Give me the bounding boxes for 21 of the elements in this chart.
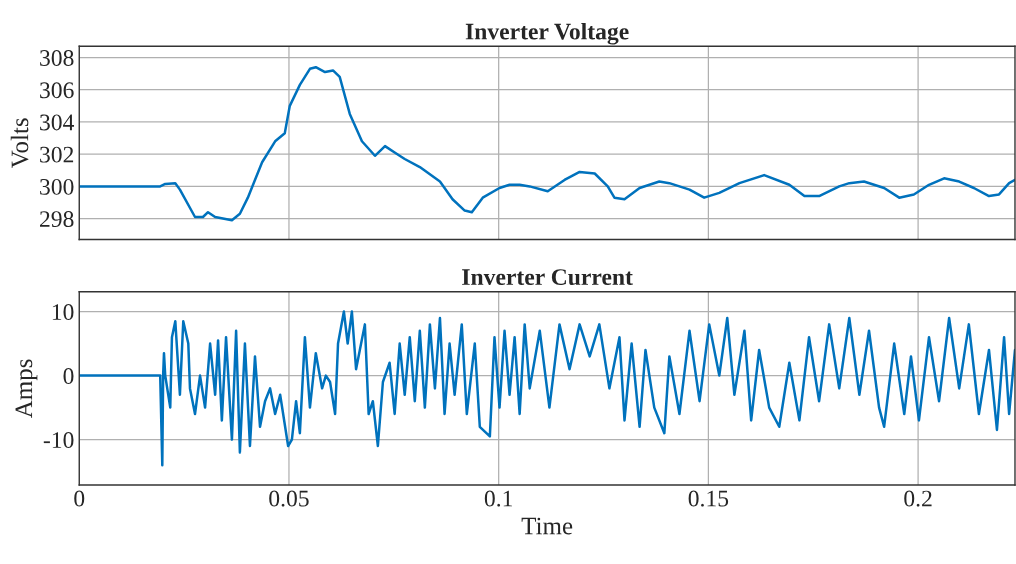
- chart-title: Inverter Current: [462, 269, 633, 286]
- y-tick-label: -10: [43, 432, 74, 449]
- line-series: [79, 65, 1015, 222]
- y-tick-label: 306: [40, 82, 74, 99]
- y-tick-label: 300: [40, 178, 74, 195]
- y-axis-title: Volts: [10, 118, 29, 169]
- y-tick-label: 298: [40, 211, 74, 228]
- y-tick-label: 304: [40, 114, 75, 131]
- y-tick-label: 308: [40, 50, 74, 66]
- x-axis-title: Time: [521, 517, 573, 535]
- y-tick-label: 10: [52, 304, 74, 321]
- chart-title: Inverter Voltage: [465, 22, 629, 45]
- y-axis-title: Amps: [15, 359, 38, 419]
- y-tick-label: 302: [40, 146, 74, 163]
- y-tick-label: 0: [63, 368, 74, 385]
- x-tick-label: 0.15: [688, 490, 729, 507]
- x-tick-label: 0.2: [904, 490, 932, 507]
- x-tick-label: 0.05: [269, 490, 309, 507]
- line-series: [79, 310, 1015, 467]
- x-tick-label: 0: [74, 490, 85, 507]
- x-tick-label: 0.1: [484, 490, 513, 507]
